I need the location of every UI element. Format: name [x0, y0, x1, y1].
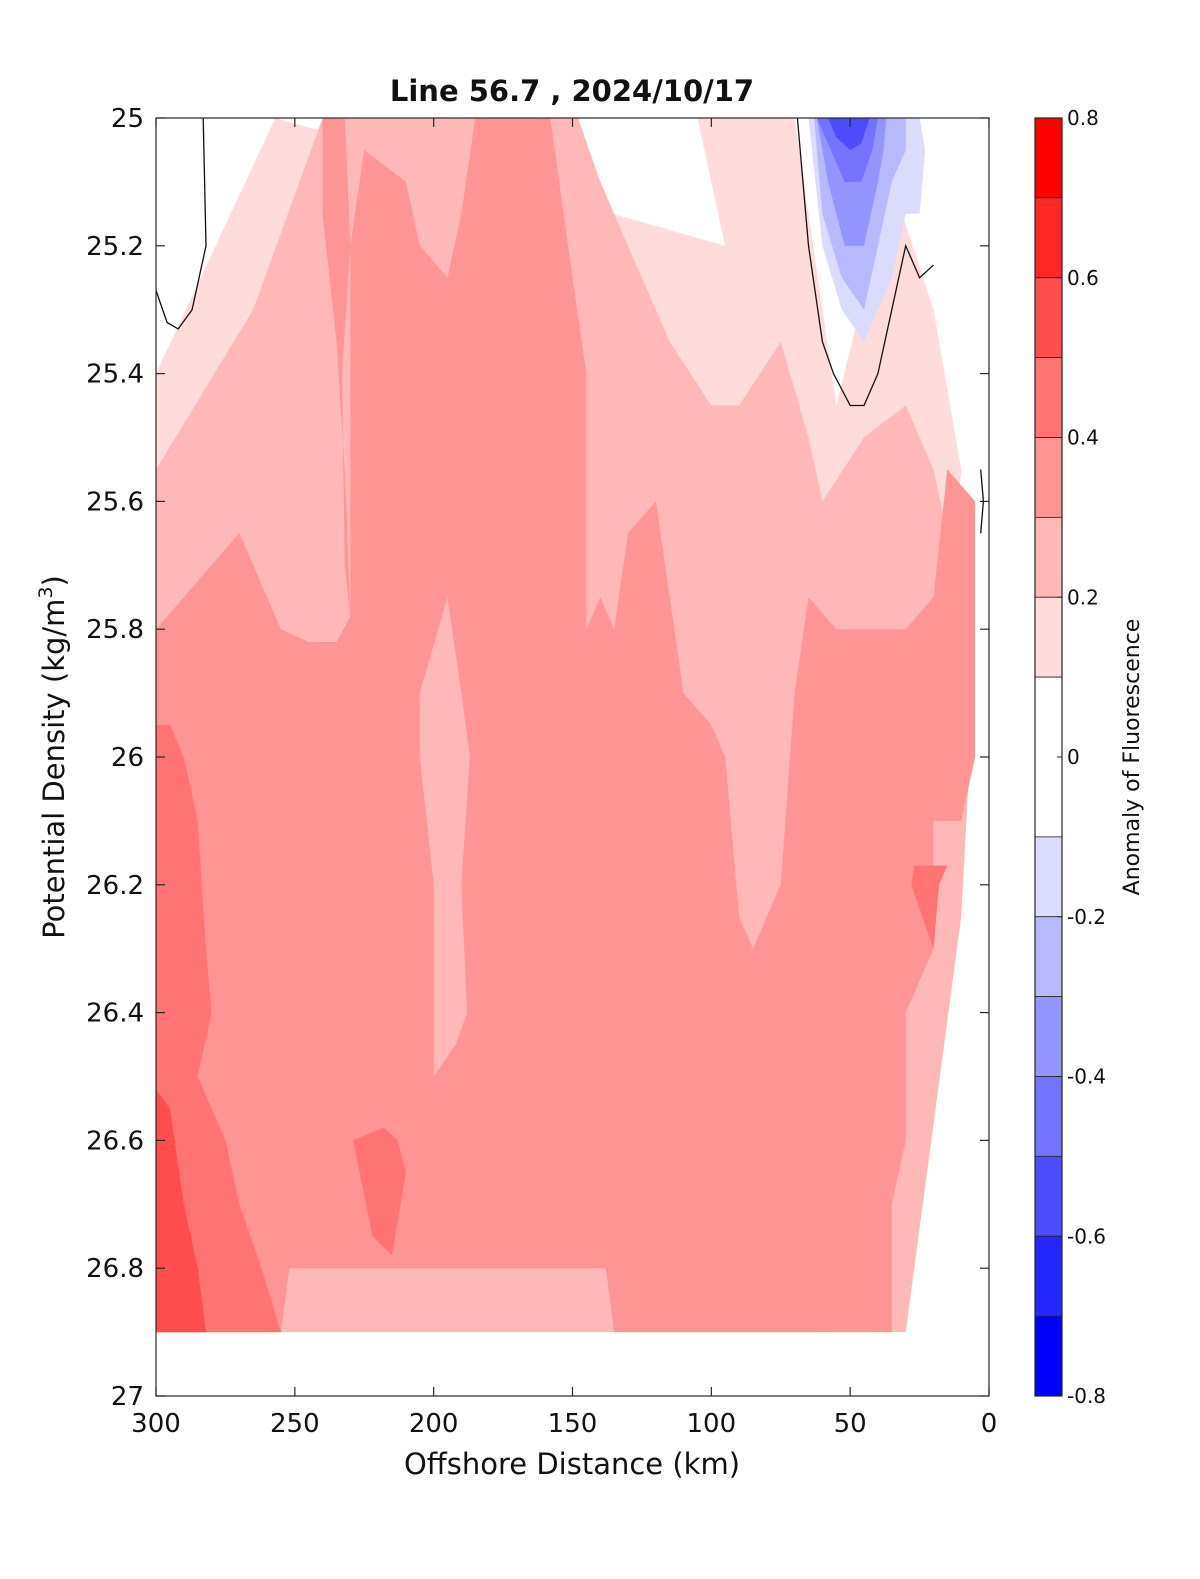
contour-region-inner-0p2	[419, 597, 470, 1077]
filled-contours	[156, 118, 976, 1333]
y-tick-label: 26	[111, 743, 144, 773]
colorbar-swatch	[1034, 1076, 1063, 1157]
colorbar-tick-label: -0.6	[1067, 1224, 1106, 1248]
x-tick-label: 300	[131, 1409, 181, 1439]
y-tick-label: 26.8	[86, 1254, 144, 1284]
colorbar-tick-label: 0	[1067, 745, 1080, 769]
colorbar-tick-label: -0.8	[1067, 1384, 1106, 1408]
contour-region-band-0p4-patch	[353, 1127, 406, 1256]
y-tick-label: 27	[111, 1382, 144, 1412]
colorbar-tick-label: 0.2	[1067, 585, 1099, 609]
y-tick-label: 26.2	[86, 871, 144, 901]
y-tick-label: 25.4	[86, 360, 144, 390]
contour-region-band-neg0p5	[828, 118, 870, 150]
y-axis-label-superscript: 3	[35, 586, 57, 598]
x-axis-label: Offshore Distance (km)	[404, 1447, 740, 1481]
y-tick-label: 25.2	[86, 232, 144, 262]
x-tick-label: 0	[981, 1409, 998, 1439]
colorbar	[1034, 117, 1063, 1397]
colorbar-swatch	[1034, 117, 1063, 199]
y-tick-label: 25.6	[86, 487, 144, 517]
colorbar-swatch	[1034, 836, 1063, 918]
colorbar-tick-label: 0.6	[1067, 266, 1099, 290]
contour-region-band-0p3	[156, 118, 976, 1333]
colorbar-swatch	[1034, 277, 1063, 359]
x-tick-label: 250	[270, 1409, 320, 1439]
contour-zero-right	[796, 118, 934, 407]
colorbar-tick-label: -0.2	[1067, 905, 1106, 929]
colorbar-ticks: 0.8 0.6 0.4 0.2 0 -0.2 -0.4 -0.6 -0.8	[1057, 106, 1106, 1408]
colorbar-swatch	[1034, 516, 1063, 598]
colorbar-swatch	[1034, 1315, 1063, 1397]
colorbar-swatch	[1034, 357, 1063, 438]
contour-region-band-0p5	[156, 1089, 206, 1333]
y-axis-label-main: Potential Density (kg/m	[37, 599, 71, 939]
x-tick-label: 150	[548, 1409, 598, 1439]
colorbar-tick-label: 0.8	[1067, 106, 1099, 130]
chart-title: Line 56.7 , 2024/10/17	[390, 74, 754, 108]
contour-region-band-0p4-right	[911, 865, 948, 949]
contour-region-band-0p4	[156, 725, 281, 1333]
colorbar-swatch	[1034, 1155, 1063, 1237]
colorbar-swatch	[1034, 996, 1063, 1077]
x-tick-label: 200	[409, 1409, 459, 1439]
y-tick-label: 25	[111, 104, 144, 134]
colorbar-swatch	[1034, 437, 1063, 518]
y-axis-label: Potential Density (kg/m3)	[35, 575, 71, 939]
y-tick-label: 25.8	[86, 615, 144, 645]
colorbar-swatch	[1034, 916, 1063, 998]
colorbar-swatch	[1034, 596, 1063, 678]
colorbar-tick-label: -0.4	[1067, 1065, 1106, 1089]
x-axis-ticks: 300 250 200 150 100 50 0	[131, 118, 997, 1439]
x-tick-label: 100	[687, 1409, 737, 1439]
contour-zero-left	[156, 118, 207, 330]
colorbar-swatch	[1034, 1235, 1063, 1317]
colorbar-label: Anomaly of Fluorescence	[1120, 619, 1145, 896]
contour-region-band-0p3-upper-left	[322, 118, 351, 617]
y-axis-label-tail: )	[37, 575, 71, 586]
colorbar-tick-label: 0.4	[1067, 426, 1099, 450]
y-tick-label: 26.6	[86, 1126, 144, 1156]
colorbar-swatch	[1034, 197, 1063, 279]
y-axis-ticks: 25 25.2 25.4 25.6 25.8 26 26.2 26.4 26.6 26.8 27	[86, 104, 989, 1412]
y-tick-label: 26.4	[86, 999, 144, 1029]
x-tick-label: 50	[834, 1409, 867, 1439]
